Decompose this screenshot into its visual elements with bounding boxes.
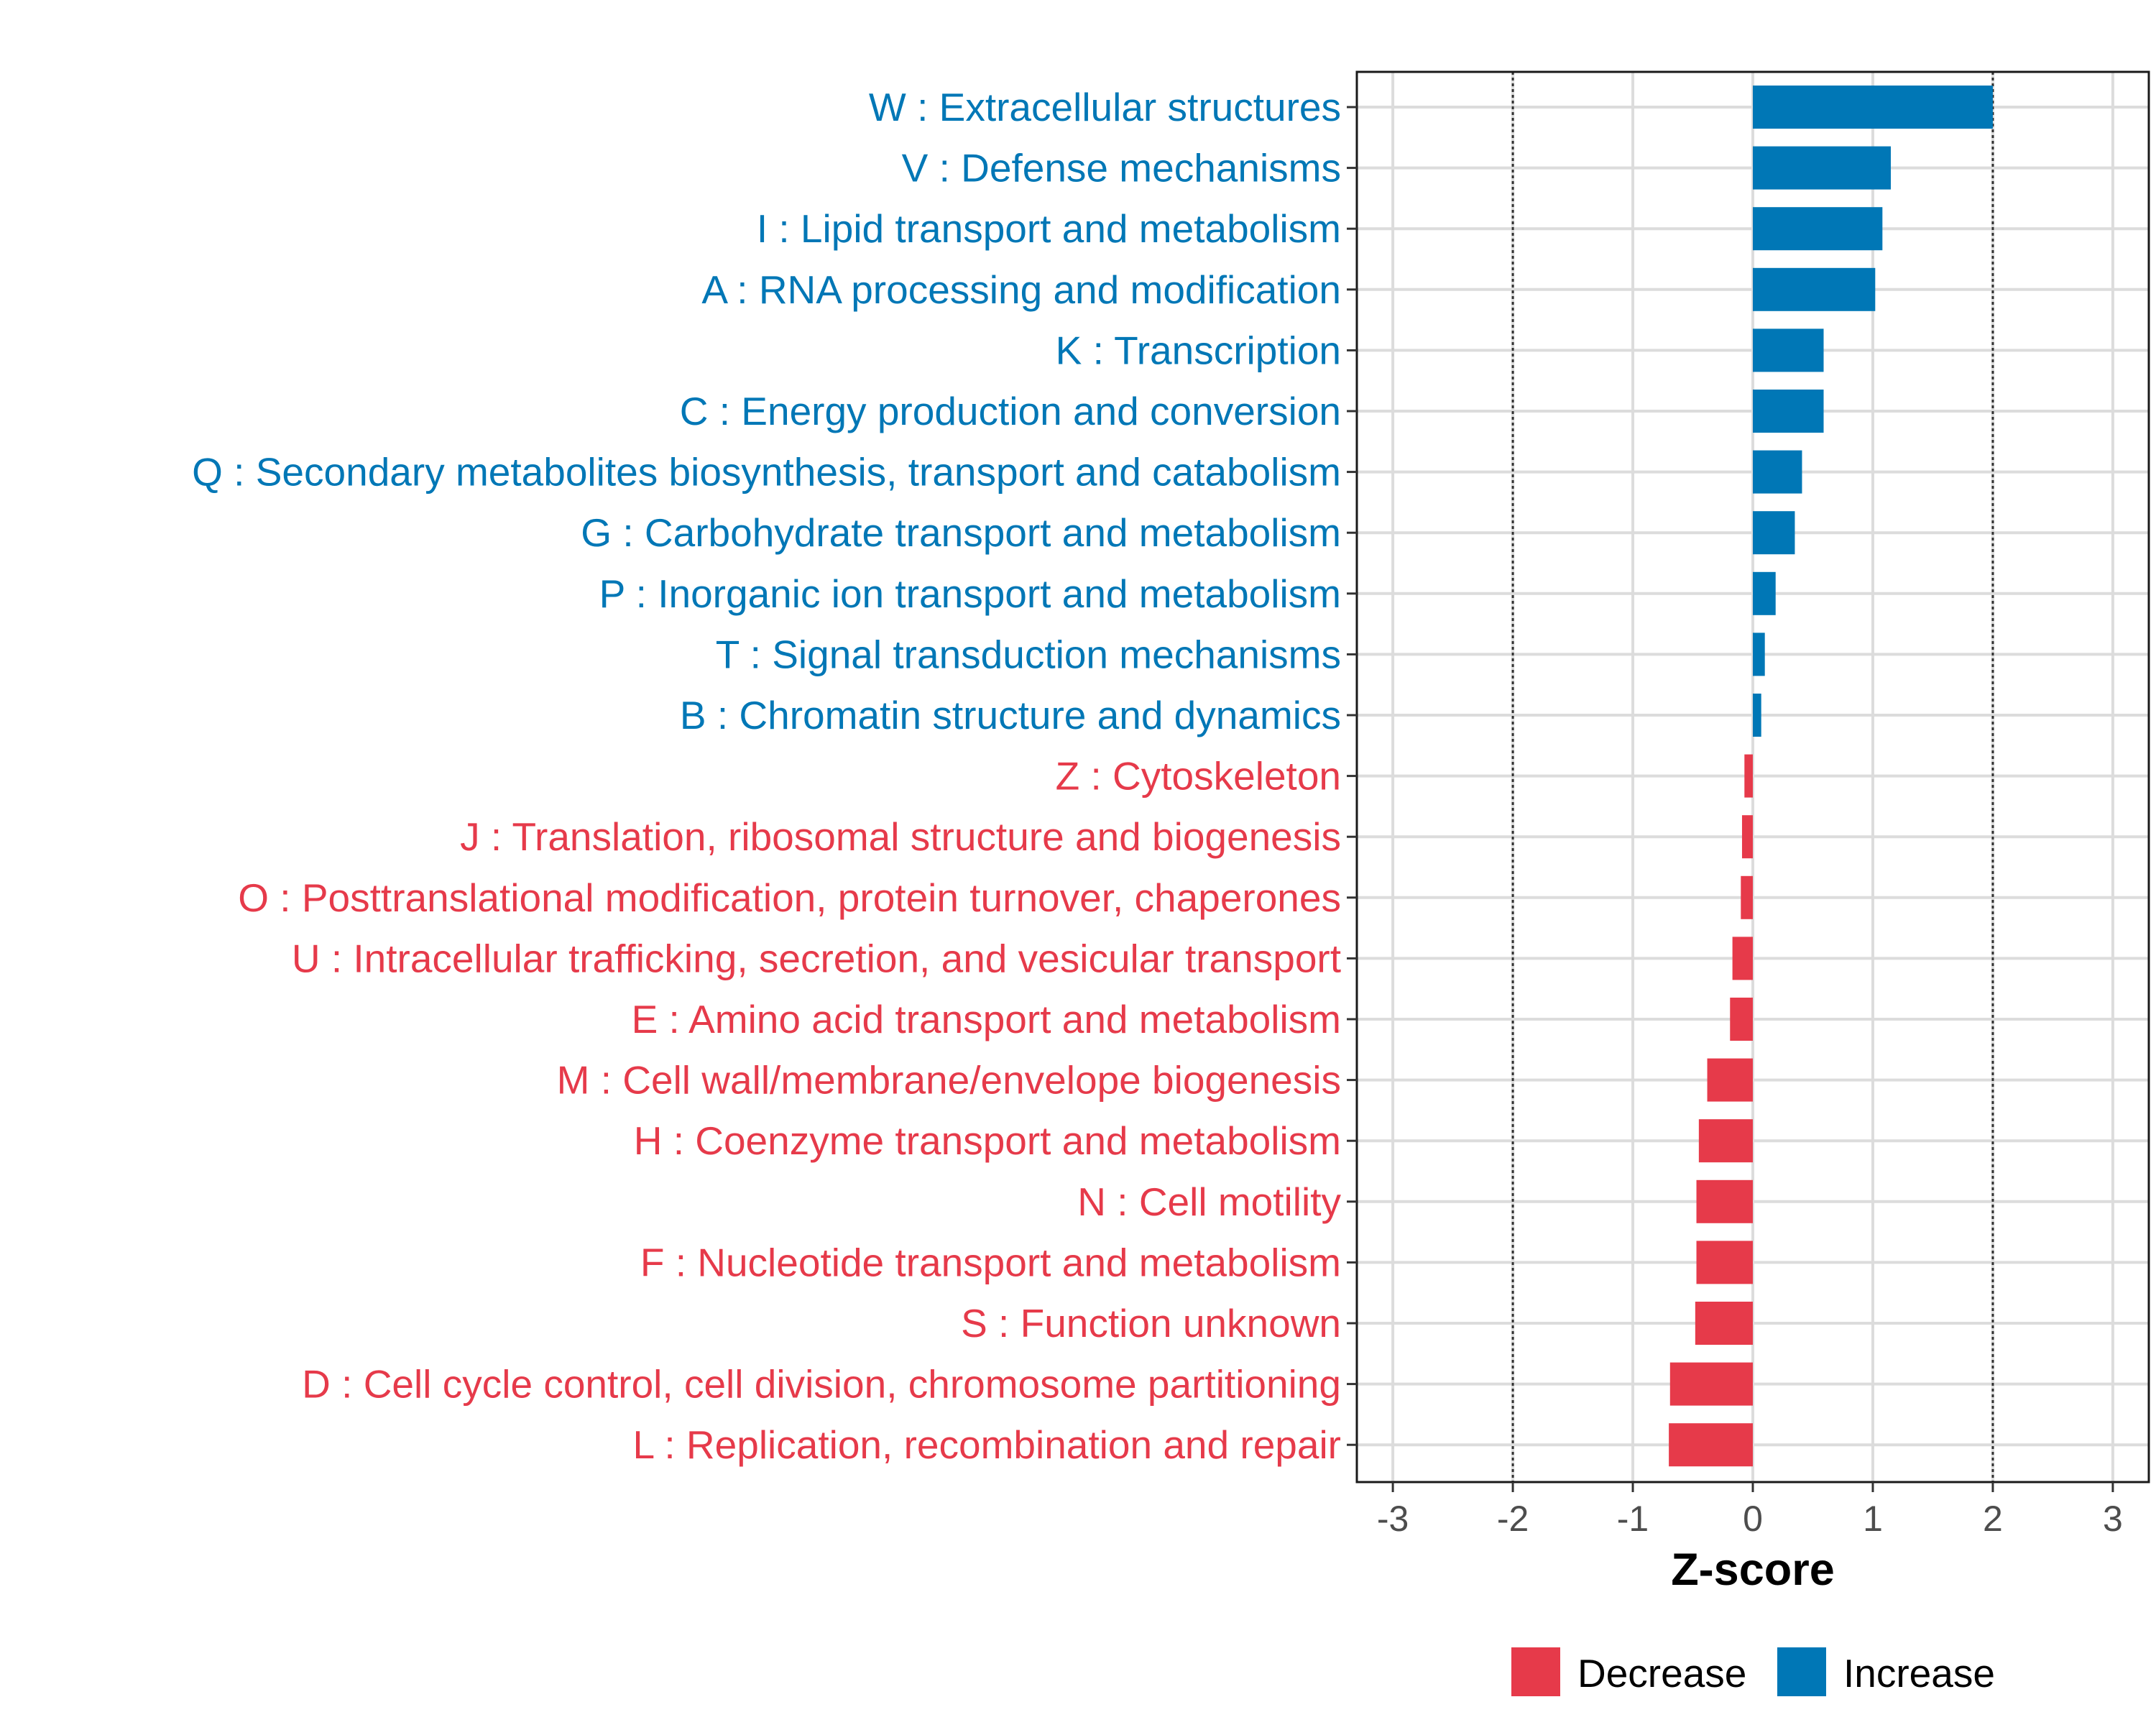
category-label: A : RNA processing and modification — [701, 267, 1341, 312]
category-label: H : Coenzyme transport and metabolism — [634, 1118, 1341, 1163]
bar — [1753, 450, 1802, 494]
bar — [1696, 1241, 1753, 1284]
bar — [1695, 1302, 1753, 1345]
category-label: B : Chromatin structure and dynamics — [680, 693, 1341, 737]
category-label: D : Cell cycle control, cell division, c… — [302, 1362, 1341, 1407]
legend: Decrease Increase — [1511, 1647, 1995, 1696]
category-label: K : Transcription — [1056, 328, 1341, 372]
y-axis-category-labels: W : Extracellular structures V : Defense … — [192, 85, 1341, 1467]
category-label: N : Cell motility — [1077, 1179, 1341, 1224]
category-label: Q : Secondary metabolites biosynthesis, … — [192, 450, 1341, 494]
bar — [1753, 86, 1993, 129]
bar — [1741, 875, 1753, 919]
category-label: W : Extracellular structures — [869, 85, 1341, 129]
category-label: I : Lipid transport and metabolism — [757, 206, 1341, 251]
bar — [1753, 390, 1824, 433]
x-tick-label: -1 — [1617, 1499, 1649, 1539]
category-label: P : Inorganic ion transport and metaboli… — [599, 571, 1341, 616]
bar — [1744, 754, 1753, 798]
x-tick-label: 2 — [1983, 1499, 2003, 1539]
bar — [1741, 815, 1753, 859]
bar — [1707, 1058, 1753, 1102]
bar — [1753, 328, 1824, 372]
x-tick-label: -2 — [1497, 1499, 1529, 1539]
legend-key-increase — [1777, 1647, 1826, 1696]
bar — [1753, 632, 1765, 676]
bar — [1730, 998, 1753, 1041]
category-label: Z : Cytoskeleton — [1056, 754, 1341, 799]
category-label: C : Energy production and conversion — [680, 389, 1341, 433]
bar — [1753, 694, 1761, 737]
bar — [1698, 1119, 1753, 1163]
x-tick-label: 3 — [2103, 1499, 2123, 1539]
x-tick-label: 0 — [1743, 1499, 1763, 1539]
bar — [1753, 146, 1892, 190]
category-label: G : Carbohydrate transport and metabolis… — [581, 510, 1341, 555]
bar — [1753, 207, 1883, 251]
legend-label-decrease: Decrease — [1577, 1651, 1746, 1696]
category-label: S : Function unknown — [961, 1301, 1341, 1346]
bar — [1669, 1423, 1753, 1467]
category-label: T : Signal transduction mechanisms — [716, 632, 1341, 676]
bar — [1732, 937, 1753, 980]
category-label: U : Intracellular trafficking, secretion… — [292, 936, 1341, 980]
legend-key-decrease — [1511, 1647, 1560, 1696]
reference-lines — [1511, 72, 1994, 1482]
category-label: J : Translation, ribosomal structure and… — [460, 814, 1341, 859]
bars — [1669, 86, 1993, 1467]
bar — [1753, 267, 1876, 311]
bar — [1696, 1179, 1753, 1223]
category-label: L : Replication, recombination and repai… — [633, 1422, 1341, 1467]
bar — [1753, 511, 1795, 555]
category-label: E : Amino acid transport and metabolism — [632, 997, 1341, 1041]
x-tick-label: -3 — [1377, 1499, 1409, 1539]
legend-label-increase: Increase — [1843, 1651, 1995, 1696]
category-label: O : Posttranslational modification, prot… — [238, 875, 1341, 920]
category-label: V : Defense mechanisms — [902, 146, 1341, 190]
x-axis-title: Z-score — [1671, 1545, 1835, 1595]
bar — [1669, 1362, 1753, 1406]
x-tick-label: 1 — [1863, 1499, 1883, 1539]
category-label: F : Nucleotide transport and metabolism — [640, 1240, 1341, 1284]
bar — [1753, 571, 1776, 615]
x-axis-ticks: -3 -2 -1 0 1 2 3 — [1377, 1482, 2123, 1539]
y-axis-ticks — [1347, 106, 1357, 1446]
category-label: M : Cell wall/membrane/envelope biogenes… — [557, 1058, 1341, 1103]
